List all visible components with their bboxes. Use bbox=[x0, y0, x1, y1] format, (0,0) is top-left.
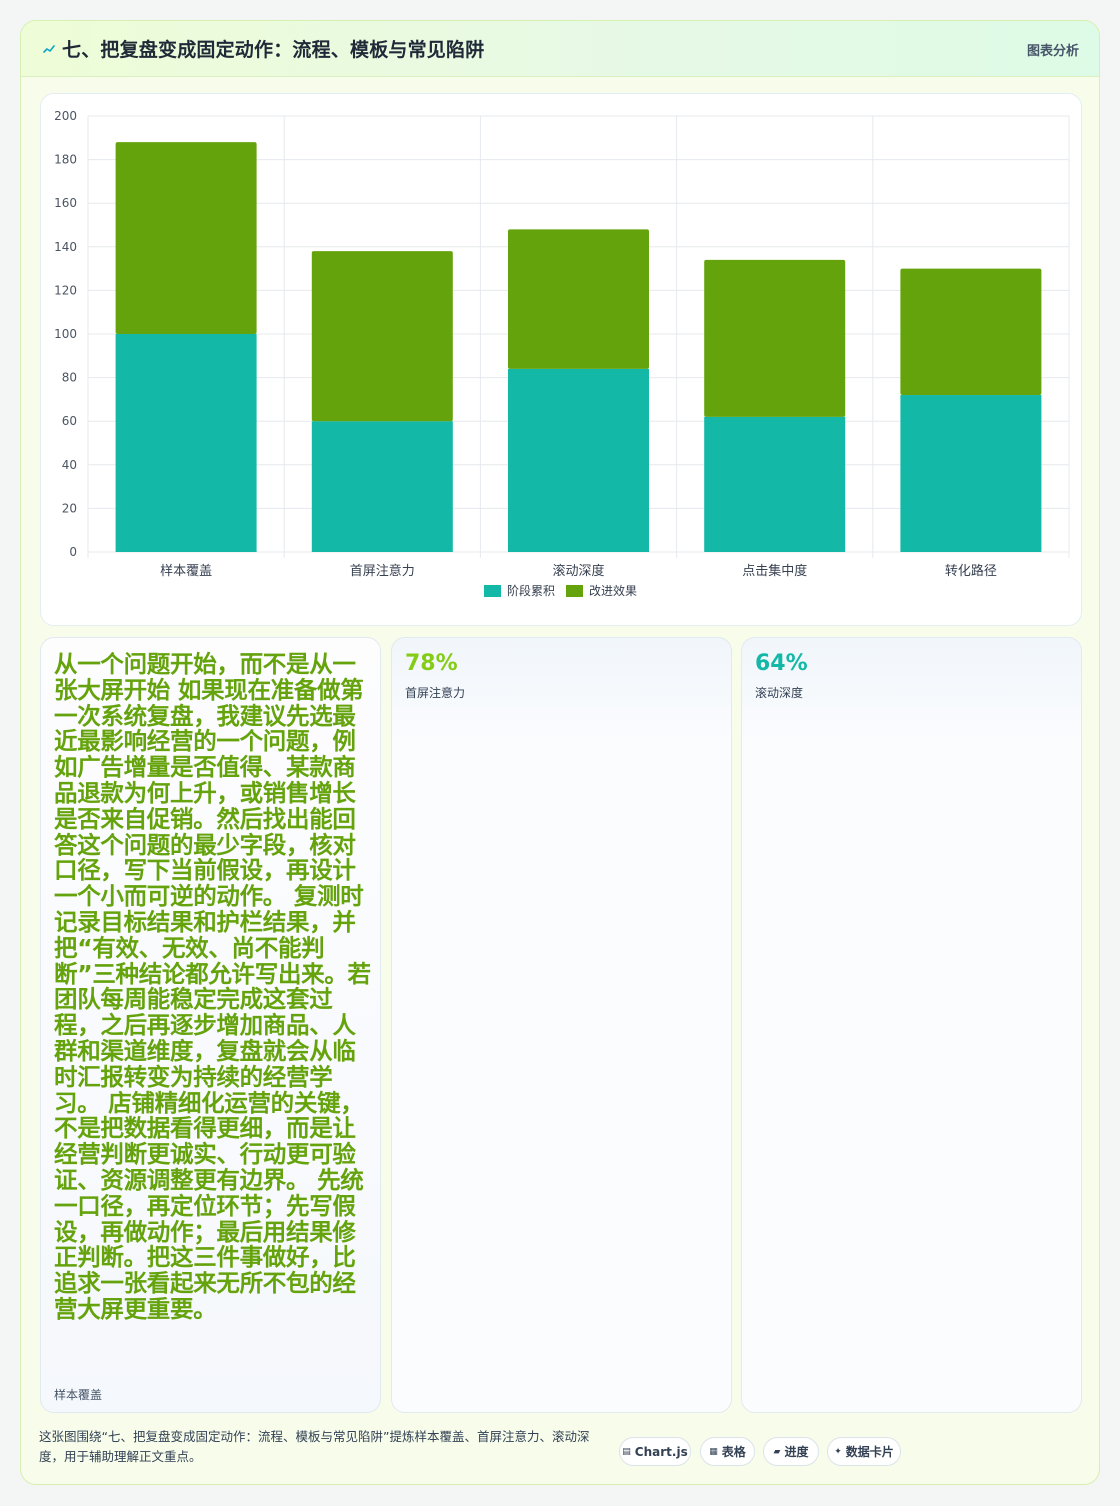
y-tick-label: 200 bbox=[54, 109, 77, 123]
y-tick-label: 100 bbox=[54, 327, 77, 341]
chart-line-icon bbox=[43, 45, 55, 53]
y-tick-label: 0 bbox=[69, 545, 77, 559]
table-icon: ▦ bbox=[709, 1446, 718, 1457]
article-card: 七、把复盘变成固定动作：流程、模板与常见陷阱 图表分析 0 20 40 60 80 100… bbox=[20, 20, 1100, 1485]
x-tick-label: 点击集中度 bbox=[742, 563, 807, 579]
y-tick-label: 60 bbox=[62, 414, 77, 428]
bar-segment bbox=[900, 268, 1042, 396]
pill-table[interactable]: ▦ 表格 bbox=[700, 1437, 755, 1466]
chart-icon: ▤ bbox=[622, 1446, 631, 1457]
bar-segment bbox=[115, 334, 257, 552]
y-tick-label: 140 bbox=[54, 240, 77, 254]
bar-segment bbox=[311, 421, 453, 552]
legend-label: 改进效果 bbox=[589, 583, 637, 598]
y-tick-label: 120 bbox=[54, 283, 77, 297]
pill-data-cards[interactable]: ✦ 数据卡片 bbox=[827, 1437, 901, 1466]
chart-caption: 这张图围绕“七、把复盘变成固定动作：流程、模板与常见陷阱”提炼样本覆盖、首屏注意… bbox=[39, 1429, 590, 1464]
bar-segment bbox=[704, 416, 846, 552]
legend-swatch bbox=[484, 585, 501, 597]
bar-segment bbox=[115, 142, 257, 334]
pill-progress[interactable]: ▰ 进度 bbox=[763, 1437, 819, 1466]
y-tick-label: 180 bbox=[54, 153, 77, 167]
stat-card-scroll-depth: 64% 滚动深度 bbox=[741, 637, 1082, 1413]
pill-label: 表格 bbox=[721, 1445, 746, 1459]
bar-segment bbox=[900, 395, 1042, 552]
pill-label: 数据卡片 bbox=[845, 1445, 894, 1459]
pill-label: Chart.js bbox=[634, 1444, 688, 1459]
y-tick-label: 160 bbox=[54, 196, 77, 210]
bar-segment bbox=[311, 251, 453, 422]
stat-label: 首屏注意力 bbox=[405, 686, 466, 700]
bar-segment bbox=[704, 259, 846, 417]
x-tick-label: 样本覆盖 bbox=[160, 564, 212, 579]
x-tick-label: 转化路径 bbox=[945, 563, 997, 579]
card-header: 七、把复盘变成固定动作：流程、模板与常见陷阱 图表分析 bbox=[21, 21, 1099, 77]
pill-chartjs[interactable]: ▤ Chart.js bbox=[619, 1437, 691, 1466]
stat-label: 滚动深度 bbox=[755, 686, 804, 700]
y-tick-label: 20 bbox=[62, 501, 77, 515]
stat-value: 64% bbox=[755, 651, 808, 676]
progress-icon: ▰ bbox=[773, 1446, 781, 1457]
text-card: 从一个问题开始，而不是从一张大屏开始 如果现在准备做第一次系统复盘，我建议先选最… bbox=[40, 637, 381, 1413]
y-tick-label: 40 bbox=[62, 458, 77, 472]
y-tick-label: 80 bbox=[62, 371, 77, 385]
chart-analysis-tag: 图表分析 bbox=[1026, 44, 1079, 59]
bar-segment bbox=[508, 368, 649, 552]
chart-panel: 0 20 40 60 80 100 120 140 160 180 200 样本覆盖 首屏注意力 滚动深度… bbox=[40, 93, 1082, 626]
stacked-bar-chart: 0 20 40 60 80 100 120 140 160 180 200 样本覆盖 首屏注意力 滚动深度… bbox=[54, 109, 1070, 598]
text-card-label: 样本覆盖 bbox=[54, 1388, 103, 1402]
sparkle-icon: ✦ bbox=[834, 1446, 842, 1457]
legend-label: 阶段累积 bbox=[507, 583, 555, 598]
x-tick-label: 滚动深度 bbox=[552, 563, 604, 579]
stat-value: 78% bbox=[405, 651, 458, 676]
bar-segment bbox=[508, 229, 649, 369]
pill-label: 进度 bbox=[784, 1445, 809, 1459]
text-card-body: 从一个问题开始，而不是从一张大屏开始 如果现在准备做第一次系统复盘，我建议先选最… bbox=[54, 650, 371, 1323]
x-tick-label: 首屏注意力 bbox=[350, 563, 415, 579]
legend-swatch bbox=[566, 585, 583, 597]
page-title: 七、把复盘变成固定动作：流程、模板与常见陷阱 bbox=[62, 39, 485, 61]
stat-card-first-screen-attention: 78% 首屏注意力 bbox=[391, 637, 732, 1413]
